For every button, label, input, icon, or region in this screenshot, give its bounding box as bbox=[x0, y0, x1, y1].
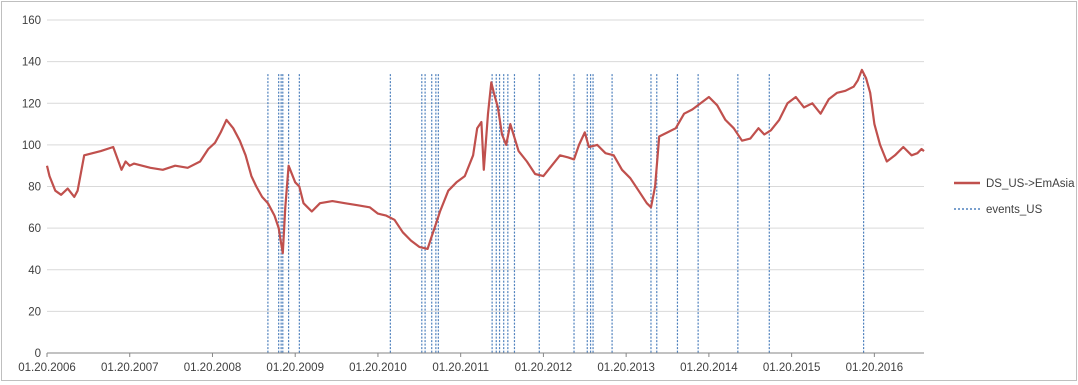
events-series bbox=[267, 74, 865, 353]
x-tick-label: 01.20.2014 bbox=[680, 362, 738, 374]
x-tick-label: 01.20.2016 bbox=[846, 362, 904, 374]
y-tick-label: 80 bbox=[28, 182, 41, 194]
x-tick-label: 01.20.2015 bbox=[763, 362, 821, 374]
ds-series bbox=[45, 68, 925, 255]
x-tick-label: 01.20.2013 bbox=[597, 362, 655, 374]
legend-label-ds: DS_US->EmAsia bbox=[986, 178, 1075, 190]
x-tick-label: 01.20.2007 bbox=[101, 362, 159, 374]
y-tick-label: 20 bbox=[28, 306, 41, 318]
y-tick-label: 160 bbox=[22, 15, 41, 27]
legend: DS_US->EmAsia events_US bbox=[954, 178, 1075, 216]
x-tick-label: 01.20.2009 bbox=[266, 362, 324, 374]
x-tick-label: 01.20.2011 bbox=[432, 362, 489, 374]
y-tick-label: 0 bbox=[35, 348, 41, 360]
x-tick-label: 01.20.2010 bbox=[349, 362, 407, 374]
y-axis-tick-labels: 0 20 40 60 80 100 120 140 160 bbox=[22, 15, 41, 360]
y-tick-label: 120 bbox=[22, 98, 41, 110]
x-tick-label: 01.20.2012 bbox=[515, 362, 573, 374]
x-tick-label: 01.20.2008 bbox=[184, 362, 242, 374]
x-axis-tick-labels: 01.20.2006 01.20.2007 01.20.2008 01.20.2009… bbox=[18, 353, 903, 374]
x-tick-label: 01.20.2006 bbox=[18, 362, 76, 374]
y-tick-label: 40 bbox=[28, 265, 41, 277]
ds-series-line bbox=[45, 68, 925, 255]
y-tick-label: 100 bbox=[22, 140, 41, 152]
legend-label-events: events_US bbox=[986, 204, 1043, 216]
y-tick-label: 60 bbox=[28, 223, 41, 235]
y-tick-label: 140 bbox=[22, 57, 41, 69]
